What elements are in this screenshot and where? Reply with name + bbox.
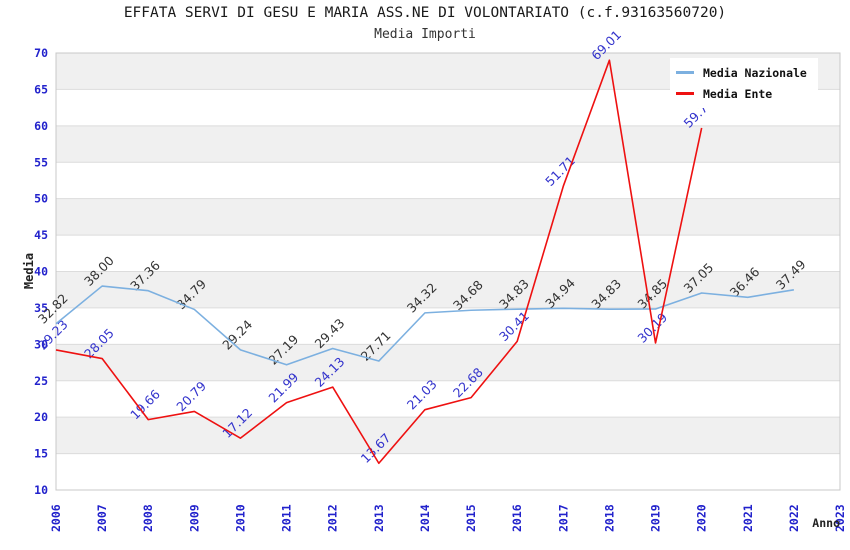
legend: Media Nazionale Media Ente: [670, 58, 818, 108]
point-label: 30.41: [496, 308, 532, 344]
legend-item-media-nazionale: Media Nazionale: [676, 62, 818, 83]
series-line-media-ente: [55, 59, 703, 465]
y-tick-label: 35: [34, 301, 48, 315]
chart-title: EFFATA SERVI DI GESU E MARIA ASS.NE DI V…: [123, 5, 727, 21]
y-tick-label: 60: [34, 119, 48, 133]
series-line-media-nazionale: [55, 285, 795, 366]
x-tick-label: 2013: [372, 504, 386, 532]
y-tick-label: 20: [34, 410, 48, 424]
y-tick-label: 50: [34, 192, 48, 206]
x-tick-label: 2007: [95, 504, 109, 532]
x-tick-label: 2023: [833, 504, 847, 532]
y-tick-label: 45: [34, 228, 48, 242]
grid-band: [56, 417, 840, 454]
legend-label: Media Nazionale: [703, 65, 807, 80]
x-tick-label: 2020: [695, 504, 709, 532]
y-tick-label: 30: [34, 337, 48, 351]
y-tick-label: 10: [34, 483, 48, 497]
grid-band: [56, 125, 840, 163]
x-tick-label: 2014: [418, 504, 432, 532]
x-tick-label: 2008: [141, 504, 155, 532]
x-tick-label: 2006: [49, 504, 63, 532]
x-tick-label: 2017: [556, 504, 570, 532]
x-tick-label: 2010: [233, 504, 247, 532]
x-tick-label: 2018: [602, 504, 616, 532]
point-label: 20.79: [173, 378, 209, 414]
media-nazionale-line-swatch: [676, 71, 694, 74]
y-axis-title: Media: [22, 252, 36, 290]
media-ente-line-swatch: [676, 92, 694, 95]
y-tick-label: 25: [34, 374, 48, 388]
y-tick-label: 70: [34, 46, 48, 60]
x-tick-label: 2009: [187, 504, 201, 532]
legend-item-media-ente: Media Ente: [676, 83, 818, 104]
chart-subtitle: Media Importi: [374, 27, 476, 42]
x-tick-label: 2012: [326, 504, 340, 532]
x-tick-label: 2011: [280, 504, 294, 532]
x-tick-label: 2021: [741, 504, 755, 532]
x-tick-label: 2022: [787, 504, 801, 532]
legend-label: Media Ente: [703, 86, 773, 101]
plot-border: [55, 52, 841, 491]
x-tick-label: 2019: [649, 504, 663, 532]
grid-band: [56, 344, 840, 381]
y-tick-label: 55: [34, 155, 48, 169]
x-tick-label: 2015: [464, 504, 478, 532]
y-tick-label: 15: [34, 447, 48, 461]
y-tick-label: 40: [34, 265, 48, 279]
grid-band: [56, 271, 840, 308]
grid-band: [56, 198, 840, 236]
x-tick-label: 2016: [510, 504, 524, 532]
x-axis-title: Anno: [812, 516, 840, 530]
y-tick-label: 65: [34, 82, 48, 96]
